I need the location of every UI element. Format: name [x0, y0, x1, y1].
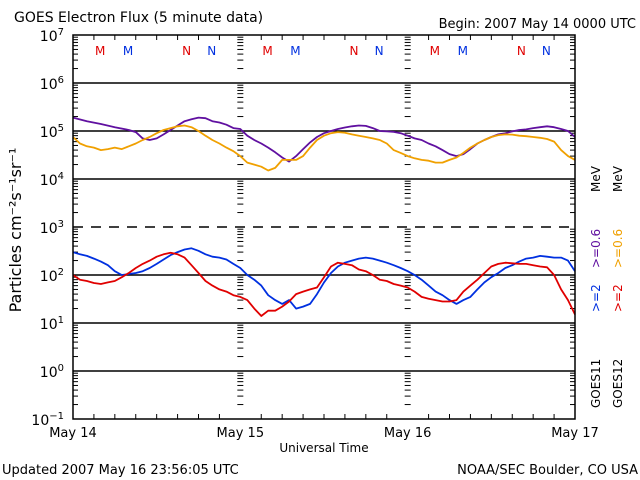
noon-marker: N: [182, 44, 191, 58]
noon-marker: N: [542, 44, 551, 58]
noon-marker: N: [349, 44, 358, 58]
x-tick-label: May 17: [551, 426, 599, 441]
series-goes12-2-mev: [72, 251, 576, 317]
midnight-marker: M: [290, 44, 300, 58]
midnight-marker: M: [95, 44, 105, 58]
noon-marker: N: [207, 44, 216, 58]
y-tick-label: 101: [40, 315, 64, 333]
midnight-marker: M: [262, 44, 272, 58]
y-tick-label: 103: [40, 219, 64, 237]
legend-unit: MeV: [611, 165, 625, 192]
plot-frame: [72, 34, 576, 420]
y-axis-label: Particles cm⁻²s⁻¹sr⁻¹: [6, 148, 25, 313]
legend-lo-energy: >=0.6: [611, 229, 625, 268]
y-tick-label: 105: [40, 123, 64, 141]
data-series: [72, 116, 576, 317]
series-goes12-0-6-mev: [72, 124, 576, 172]
noon-marker: N: [517, 44, 526, 58]
x-tick-labels: May 14 May 15 May 16 May 17: [49, 426, 599, 441]
y-tick-label: 104: [40, 171, 64, 189]
y-tick-label: 102: [40, 267, 64, 285]
updated-timestamp: Updated 2007 May 16 23:56:05 UTC: [2, 463, 239, 478]
legend-hi-energy: >=2: [611, 284, 625, 312]
x-tick-label: May 16: [384, 426, 432, 441]
y-tick-label: 100: [40, 363, 64, 381]
midnight-marker: M: [458, 44, 468, 58]
y-tick-label: 106: [40, 75, 64, 93]
noon-marker: N: [375, 44, 384, 58]
y-tick-label: 107: [40, 27, 64, 45]
begin-time: Begin: 2007 May 14 0000 UTC: [439, 17, 636, 32]
legend-lo-energy: >=0.6: [589, 229, 603, 268]
series-goes11-0-6-mev: [72, 116, 576, 163]
credit: NOAA/SEC Boulder, CO USA: [457, 463, 638, 478]
legend-hi-energy: >=2: [589, 284, 603, 312]
axis-ticks: [73, 35, 575, 419]
x-tick-label: May 14: [49, 426, 97, 441]
midnight-marker: M: [430, 44, 440, 58]
grid-lines: [73, 82, 575, 372]
series-goes11-2-mev: [72, 247, 576, 310]
x-tick-label: May 15: [217, 426, 265, 441]
y-tick-labels: 107 106 105 104 103 102 101 100 10−1: [31, 27, 64, 429]
y-tick-label: 10−1: [31, 411, 64, 429]
legend-satellite: GOES12: [611, 359, 625, 408]
chart-title: GOES Electron Flux (5 minute data): [14, 10, 263, 26]
midnight-marker: M: [123, 44, 133, 58]
legend-unit: MeV: [589, 165, 603, 192]
legend: GOES11 >=2 >=0.6 MeV GOES12 >=2 >=0.6 MeV: [589, 165, 625, 408]
x-axis-label: Universal Time: [279, 441, 368, 455]
legend-satellite: GOES11: [589, 359, 603, 408]
